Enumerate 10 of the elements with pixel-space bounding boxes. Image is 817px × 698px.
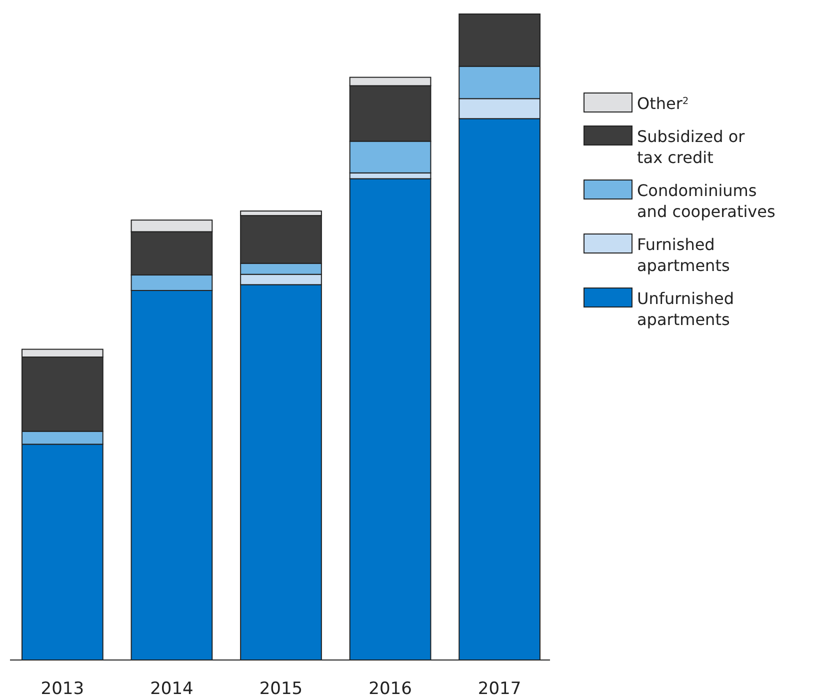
legend-label: Subsidized or tax credit	[637, 127, 746, 167]
legend-label: Other$^{2}$	[637, 94, 689, 113]
x-tick-label: 2017	[478, 679, 522, 698]
x-tick-label: 2015	[259, 679, 303, 698]
x-tick-label: 2013	[40, 679, 84, 698]
x-tick-label: 2014	[150, 679, 194, 698]
legend-label: Condominiums and cooperatives	[637, 181, 776, 221]
x-tick-label: 2016	[368, 679, 412, 698]
legend-label: Furnished apartments	[637, 235, 730, 275]
legend-label: Unfurnished apartments	[637, 289, 734, 329]
